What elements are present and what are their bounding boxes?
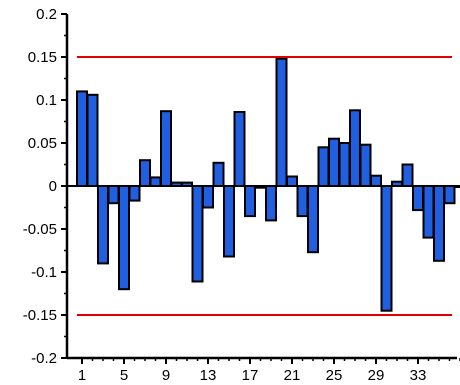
y-tick-label: 0 (49, 178, 57, 195)
bar (359, 143, 372, 187)
bar (212, 161, 225, 188)
bar (380, 185, 393, 312)
y-tick-label: -0.05 (23, 221, 57, 238)
x-tick-label: 25 (326, 367, 343, 384)
bar (401, 163, 414, 187)
bar (118, 185, 130, 291)
bar (233, 111, 246, 187)
y-tick-label: 0.05 (28, 135, 57, 152)
x-tick-label: 33 (410, 367, 427, 384)
x-tick-label: 17 (242, 367, 259, 384)
bar (97, 185, 109, 265)
bar (202, 185, 214, 209)
y-tick-label: 0.1 (36, 92, 57, 109)
bar (107, 185, 120, 205)
y-tick-label: 0.15 (28, 49, 57, 66)
x-tick-label: 5 (120, 367, 128, 384)
bar (160, 110, 172, 187)
bar (433, 185, 445, 262)
bar (370, 174, 382, 187)
bar (338, 142, 351, 187)
bar (286, 175, 298, 187)
x-tick-label: 21 (284, 367, 301, 384)
x-tick-label: 13 (200, 367, 217, 384)
bar (223, 185, 235, 258)
x-tick-label: 1 (78, 367, 86, 384)
bar (76, 90, 88, 187)
bar (191, 185, 204, 283)
bar (139, 159, 151, 187)
x-tick-label: 29 (368, 367, 385, 384)
bar (128, 185, 141, 202)
bar (328, 137, 340, 187)
y-tick-label: -0.2 (31, 350, 57, 367)
bar (422, 185, 435, 239)
x-tick-label: 9 (162, 367, 170, 384)
bar (307, 185, 319, 254)
bar (265, 185, 277, 222)
bar (317, 146, 330, 188)
y-tick-label: -0.1 (31, 264, 57, 281)
bar (244, 185, 256, 218)
y-tick-label: 0.2 (36, 6, 57, 23)
bar (349, 109, 361, 187)
bar (443, 185, 456, 205)
bar (86, 93, 99, 187)
y-tick-label: -0.15 (23, 307, 57, 324)
bar (275, 57, 288, 188)
bar (149, 176, 162, 187)
bar (296, 185, 309, 218)
bar (412, 185, 424, 212)
